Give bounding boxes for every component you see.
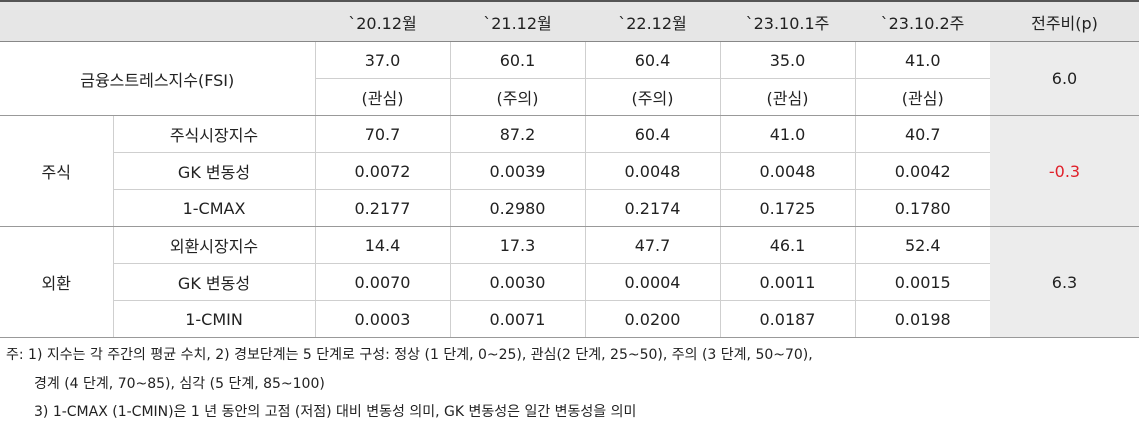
- note-line: 경계 (4 단계, 70~85), 심각 (5 단계, 85~100): [34, 375, 325, 392]
- cell: 14.4: [314, 226, 450, 264]
- cell: 0.0039: [449, 152, 585, 190]
- cell: 0.0200: [584, 300, 720, 338]
- row-label: GK 변동성: [112, 152, 315, 190]
- row-label: 금융스트레스지수(FSI): [0, 41, 315, 116]
- cell: 0.2174: [584, 189, 720, 227]
- level-cell: (관심): [719, 78, 855, 116]
- cell: 0.0030: [449, 263, 585, 301]
- cell: 0.0187: [719, 300, 855, 338]
- fsi-level-row: (관심) (주의) (주의) (관심) (관심): [0, 78, 1139, 116]
- cell: 41.0: [854, 41, 990, 79]
- level-cell: (주의): [584, 78, 720, 116]
- column-header: `22.12월: [585, 0, 720, 42]
- header-blank: [0, 0, 315, 42]
- cell: 0.2177: [314, 189, 450, 227]
- data-row: GK 변동성 0.0072 0.0039 0.0048 0.0048 0.0042: [0, 152, 1139, 190]
- table-body: 금융스트레스지수(FSI) 37.0 60.1 60.4 35.0 41.0 6.0 (관심)…: [0, 41, 1139, 338]
- level-cell: (주의): [449, 78, 585, 116]
- header-row: `20.12월 `21.12월 `22.12월 `23.10.1주 `23.10.2주 전…: [0, 0, 1139, 42]
- cell: 37.0: [314, 41, 450, 79]
- data-row: GK 변동성 0.0070 0.0030 0.0004 0.0011 0.0015: [0, 263, 1139, 301]
- cell: 35.0: [719, 41, 855, 79]
- cell: 0.1725: [719, 189, 855, 227]
- cell: 17.3: [449, 226, 585, 264]
- cell: 40.7: [854, 115, 990, 153]
- column-header: `21.12월: [450, 0, 585, 42]
- column-header: `23.10.2주: [855, 0, 990, 42]
- group-label: 주식: [0, 115, 113, 227]
- cell: 0.2980: [449, 189, 585, 227]
- row-label: 1-CMIN: [112, 300, 315, 338]
- note-line: 주: 1) 지수는 각 주간의 평균 수치, 2) 경보단계는 5 단계로 구성…: [6, 347, 813, 363]
- row-label: 외환시장지수: [112, 226, 315, 264]
- change-cell: 6.0: [990, 41, 1139, 116]
- cell: 0.0015: [854, 263, 990, 301]
- cell: 47.7: [584, 226, 720, 264]
- cell: 52.4: [854, 226, 990, 264]
- cell: 87.2: [449, 115, 585, 153]
- cell: 0.0072: [314, 152, 450, 190]
- cell: 0.0198: [854, 300, 990, 338]
- cell: 0.0048: [584, 152, 720, 190]
- row-label: 1-CMAX: [112, 189, 315, 227]
- cell: 0.0004: [584, 263, 720, 301]
- data-row: 1-CMAX 0.2177 0.2980 0.2174 0.1725 0.1780: [0, 189, 1139, 227]
- cell: 0.0042: [854, 152, 990, 190]
- cell: 0.0011: [719, 263, 855, 301]
- cell: 60.1: [449, 41, 585, 79]
- cell: 46.1: [719, 226, 855, 264]
- column-header: `20.12월: [315, 0, 450, 42]
- change-cell: 6.3: [990, 226, 1139, 338]
- cell: 0.1780: [854, 189, 990, 227]
- level-cell: (관심): [314, 78, 450, 116]
- row-label: 주식시장지수: [112, 115, 315, 153]
- level-cell: (관심): [854, 78, 990, 116]
- cell: 0.0070: [314, 263, 450, 301]
- cell: 0.0003: [314, 300, 450, 338]
- column-header: `23.10.1주: [720, 0, 855, 42]
- cell: 0.0048: [719, 152, 855, 190]
- data-row: 외환 외환시장지수 14.4 17.3 47.7 46.1 52.4 6.3: [0, 226, 1139, 338]
- cell: 60.4: [584, 41, 720, 79]
- change-cell: -0.3: [990, 115, 1139, 227]
- data-row: 주식 주식시장지수 70.7 87.2 60.4 41.0 40.7 -0.3: [0, 115, 1139, 227]
- cell: 0.0071: [449, 300, 585, 338]
- column-header: 전주비(p): [990, 0, 1139, 42]
- notes: 주: 1) 지수는 각 주간의 평균 수치, 2) 경보단계는 5 단계로 구성…: [0, 338, 1139, 427]
- fsi-row: 금융스트레스지수(FSI) 37.0 60.1 60.4 35.0 41.0 6.0: [0, 41, 1139, 116]
- cell: 41.0: [719, 115, 855, 153]
- row-label: GK 변동성: [112, 263, 315, 301]
- note-line: 3) 1-CMAX (1-CMIN)은 1 년 동안의 고점 (저점) 대비 변…: [34, 404, 637, 420]
- data-row: 1-CMIN 0.0003 0.0071 0.0200 0.0187 0.0198: [0, 300, 1139, 338]
- cell: 60.4: [584, 115, 720, 153]
- cell: 70.7: [314, 115, 450, 153]
- fsi-table: `20.12월 `21.12월 `22.12월 `23.10.1주 `23.10.2주 전…: [0, 0, 1139, 338]
- group-label: 외환: [0, 226, 113, 338]
